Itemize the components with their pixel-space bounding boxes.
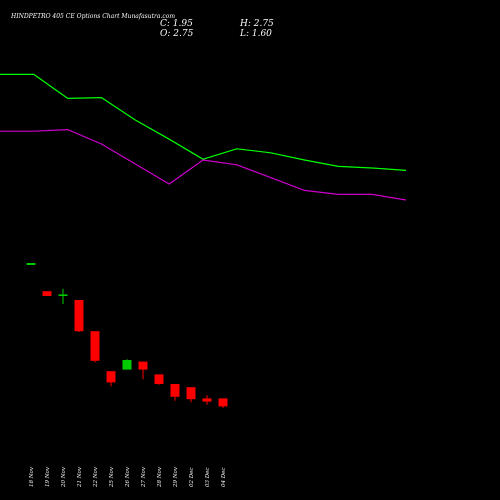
x-tick-label: 27 Nov [141,466,147,488]
high-value: H: 2.75 [240,19,274,29]
candle [74,300,84,332]
candle-body [170,384,180,397]
candle [42,291,52,296]
x-tick-label: 22 Nov [93,466,99,488]
close-value: C: 1.95 [160,19,193,29]
candle-body [154,374,164,384]
candle-body [186,387,196,400]
candle [138,361,148,380]
x-tick-label: 21 Nov [77,466,83,488]
x-tick-label: 26 Nov [125,466,131,488]
candle [106,371,116,387]
chart-title: HINDPETRO 405 CE Options Chart Munafasut… [11,13,176,20]
candle [58,288,68,304]
candle-body [202,398,212,402]
x-tick-label: 04 Dec [221,468,227,488]
candle [122,359,132,370]
candle [218,398,228,408]
candle [90,331,100,363]
candle-body [26,263,36,265]
candle-body [218,398,228,407]
x-tick-label: 03 Dec [205,468,211,488]
candle [154,374,164,385]
x-tick-label: 29 Nov [173,466,179,488]
candle-body [106,371,116,383]
x-axis-labels: 18 Nov 19 Nov 20 Nov 21 Nov 22 Nov 25 Nov 26 N… [29,466,227,488]
candle [170,384,180,401]
x-tick-label: 25 Nov [109,466,115,488]
candle-body [90,331,100,361]
x-tick-label: 02 Dec [189,468,195,488]
candle [202,395,212,405]
candle-body [42,291,52,296]
x-tick-label: 20 Nov [61,466,67,488]
candle-body [58,294,68,296]
open-value: O: 2.75 [160,29,194,39]
candle-body [138,361,148,370]
candle [186,387,196,403]
candle [26,263,36,265]
low-value: L: 1.60 [240,29,272,39]
candlesticks [26,263,228,408]
indicator-line-2 [0,128,407,201]
x-tick-label: 28 Nov [157,466,163,488]
candle-body [74,300,84,332]
indicator-lines [0,73,407,201]
candle-body [122,360,132,370]
indicator-line-1 [0,73,407,171]
x-tick-label: 19 Nov [45,466,51,487]
x-tick-label: 18 Nov [29,466,35,487]
